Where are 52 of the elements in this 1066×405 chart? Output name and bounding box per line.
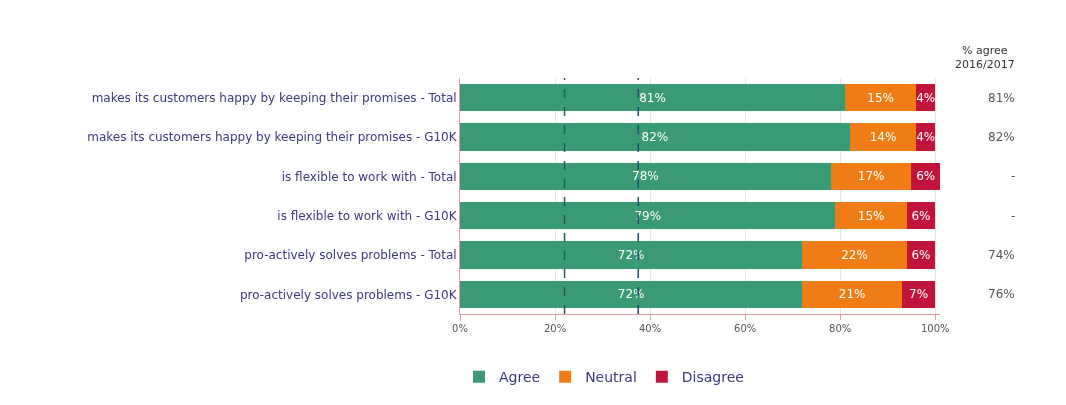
data-label: 4%	[916, 90, 936, 105]
y-tick-label: makes its customers happy by keeping their promises - Total	[91, 90, 457, 105]
x-tick-label: 40%	[638, 323, 662, 334]
data-label: 4%	[916, 130, 936, 144]
text: -	[1011, 169, 1016, 183]
x-tick-label: 60%	[734, 323, 757, 334]
legend-label: Neutral	[585, 369, 637, 386]
x-tick-label: 80%	[829, 323, 852, 334]
bar	[802, 280, 902, 309]
data-label: 15%	[867, 90, 894, 105]
x-tick-label: 20%	[543, 323, 567, 334]
y-tick-label: pro-actively solves problems - G10K	[239, 287, 458, 302]
text: -	[1011, 209, 1016, 223]
data-label: 14%	[869, 130, 897, 144]
legend-label: Disagree	[681, 369, 744, 386]
data-label: 78%	[632, 169, 659, 184]
data-label: 79%	[634, 208, 662, 223]
text: % agree 2016/2017	[955, 44, 1015, 72]
bar	[460, 201, 836, 230]
data-label: 81%	[639, 90, 666, 105]
bar	[460, 280, 803, 309]
y-tick-label: is flexible to work with - G10K	[277, 208, 458, 223]
data-label: 6%	[916, 169, 936, 184]
data-label: 6%	[911, 248, 931, 262]
text: 74%	[988, 248, 1015, 262]
bar	[830, 162, 912, 191]
x-tick-label: 100%	[920, 323, 950, 334]
bar	[802, 241, 907, 269]
bar	[460, 241, 803, 269]
data-label: 15%	[857, 208, 885, 223]
x-tick-label: 0%	[452, 323, 468, 334]
bar	[460, 123, 850, 151]
y-tick-label: pro-actively solves problems - Total	[244, 248, 457, 263]
bar	[844, 83, 917, 112]
y-tick-label: is flexible to work with - Total	[281, 169, 457, 184]
text: 76%	[988, 287, 1015, 301]
text: 82%	[988, 130, 1015, 144]
data-label: 6%	[911, 208, 931, 223]
data-label: 72%	[617, 287, 645, 302]
bar	[460, 83, 845, 112]
bar	[460, 162, 831, 191]
data-label: 82%	[641, 130, 669, 144]
bar	[849, 123, 917, 151]
data-label: 21%	[838, 287, 866, 302]
data-label: 72%	[617, 248, 645, 262]
text: 81%	[988, 91, 1015, 105]
data-label: 17%	[857, 169, 885, 184]
legend-label: Agree	[499, 369, 541, 386]
y-tick-label: makes its customers happy by keeping their promises - G10K	[87, 130, 458, 145]
data-label: 22%	[841, 248, 868, 262]
data-label: 7%	[909, 287, 929, 302]
bar	[835, 201, 907, 230]
